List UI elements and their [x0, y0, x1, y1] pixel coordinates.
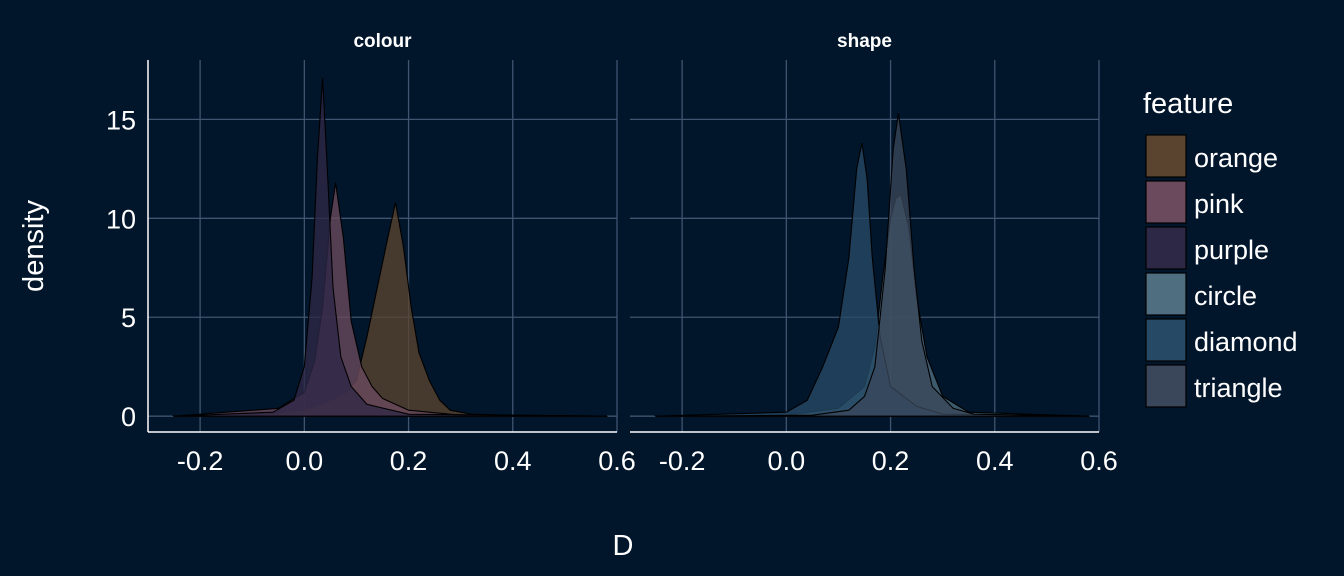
legend-swatch-circle: [1145, 272, 1187, 316]
x-tick-label: 0.6: [598, 446, 636, 476]
legend-swatch-diamond: [1145, 318, 1187, 362]
y-axis-title: density: [18, 200, 50, 292]
legend-label-circle: circle: [1194, 281, 1257, 311]
x-tick-label: 0.2: [390, 446, 428, 476]
legend-title: feature: [1143, 88, 1233, 120]
x-tick-label: 0.0: [286, 446, 324, 476]
y-tick-label: 5: [121, 303, 136, 333]
y-tick-label: 15: [106, 105, 136, 135]
density-area-triangle: [654, 113, 1090, 417]
panel-title: shape: [837, 31, 892, 52]
legend-label-orange: orange: [1194, 143, 1278, 173]
x-tick-label: -0.2: [659, 446, 706, 476]
x-tick-label: 0.2: [872, 446, 910, 476]
legend-swatch-triangle: [1145, 364, 1187, 408]
panel-shape: -0.2 0.0 0.2 0.4 0.6 shape: [630, 31, 1118, 476]
y-tick-label: 0: [121, 402, 136, 432]
legend: feature orange pink purple circle diamond tria…: [1143, 88, 1298, 408]
legend-label-triangle: triangle: [1194, 373, 1283, 403]
x-tick-label: 0.4: [976, 446, 1014, 476]
legend-swatch-purple: [1145, 226, 1187, 270]
legend-label-diamond: diamond: [1194, 327, 1298, 357]
density-area-orange: [172, 202, 608, 417]
x-tick-label: 0.6: [1080, 446, 1118, 476]
panel-colour: -0.2 0.0 0.2 0.4 0.6 colour 0 5 10 15: [106, 31, 636, 476]
legend-label-pink: pink: [1194, 189, 1244, 219]
density-area-purple: [172, 77, 608, 417]
x-tick-label: -0.2: [177, 446, 224, 476]
x-tick-label: 0.4: [494, 446, 532, 476]
panel-title: colour: [353, 31, 412, 52]
legend-swatch-pink: [1145, 180, 1187, 224]
legend-swatch-orange: [1145, 134, 1187, 178]
y-tick-label: 10: [106, 204, 136, 234]
x-axis-title: D: [613, 530, 634, 562]
legend-label-purple: purple: [1194, 235, 1269, 265]
x-tick-label: 0.0: [768, 446, 806, 476]
